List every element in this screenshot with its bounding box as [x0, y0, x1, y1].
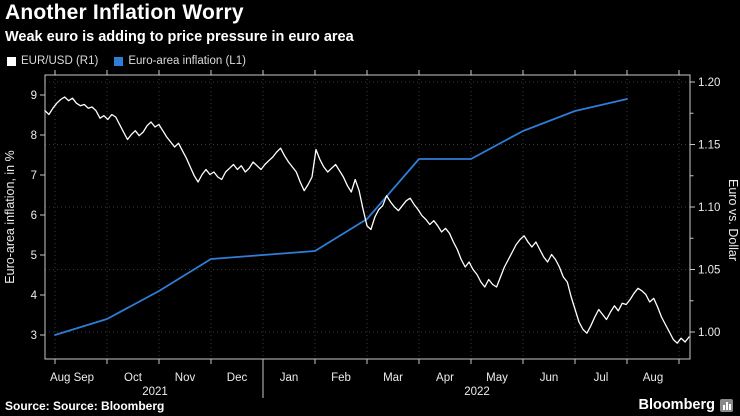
left-tick-label: 8: [31, 130, 37, 142]
month-label: Jul: [594, 372, 609, 384]
right-tick-label: 1.05: [698, 265, 720, 277]
legend-label-eurusd: EUR/USD (R1): [21, 55, 99, 67]
month-label: Mar: [383, 372, 403, 384]
inflation-line: [54, 98, 628, 336]
month-label: Oct: [124, 372, 143, 384]
bar-chart-icon: [720, 398, 733, 412]
month-label: Dec: [227, 372, 248, 384]
left-tick-label: 3: [31, 330, 37, 342]
brand: Bloomberg: [638, 397, 733, 413]
month-label: Aug Sep: [50, 372, 94, 384]
month-label: Apr: [436, 372, 454, 384]
left-tick-label: 5: [31, 250, 37, 262]
month-label: Feb: [331, 372, 351, 384]
legend-item-eurusd: EUR/USD (R1): [7, 55, 98, 67]
chart-title: Another Inflation Worry: [5, 1, 244, 24]
month-label: Jun: [540, 372, 559, 384]
right-tick-label: 1.20: [698, 77, 720, 89]
inflation-swatch-icon: [114, 56, 124, 66]
plot-frame: [44, 74, 691, 360]
legend-item-inflation: Euro-area inflation (L1): [114, 55, 246, 67]
year-label: 2022: [464, 386, 490, 398]
brand-name: Bloomberg: [638, 397, 715, 413]
right-tick-label: 1.10: [698, 202, 720, 214]
month-label: Aug: [643, 372, 663, 384]
right-tick-label: 1.15: [698, 140, 720, 152]
right-tick-label: 1.00: [698, 327, 720, 339]
eurusd-swatch-icon: [7, 56, 16, 66]
left-tick-label: 9: [31, 90, 37, 102]
left-tick-label: 6: [31, 210, 37, 222]
source-note: Source: Source: Bloomberg: [5, 399, 165, 413]
eurusd-line: [44, 96, 690, 344]
month-label: Jan: [280, 372, 299, 384]
left-tick-label: 7: [31, 170, 37, 182]
left-tick-label: 4: [31, 290, 38, 302]
month-label: May: [486, 372, 508, 384]
chart-subtitle: Weak euro is adding to price pressure in…: [5, 29, 354, 45]
left-axis-title: Euro-area inflation, in %: [3, 150, 17, 283]
right-axis-title: Euro vs. Dollar: [726, 179, 740, 261]
legend-label-inflation: Euro-area inflation (L1): [128, 55, 246, 67]
legend: EUR/USD (R1) Euro-area inflation (L1): [7, 55, 246, 67]
year-label: 2021: [142, 386, 168, 398]
month-label: Nov: [175, 372, 196, 384]
